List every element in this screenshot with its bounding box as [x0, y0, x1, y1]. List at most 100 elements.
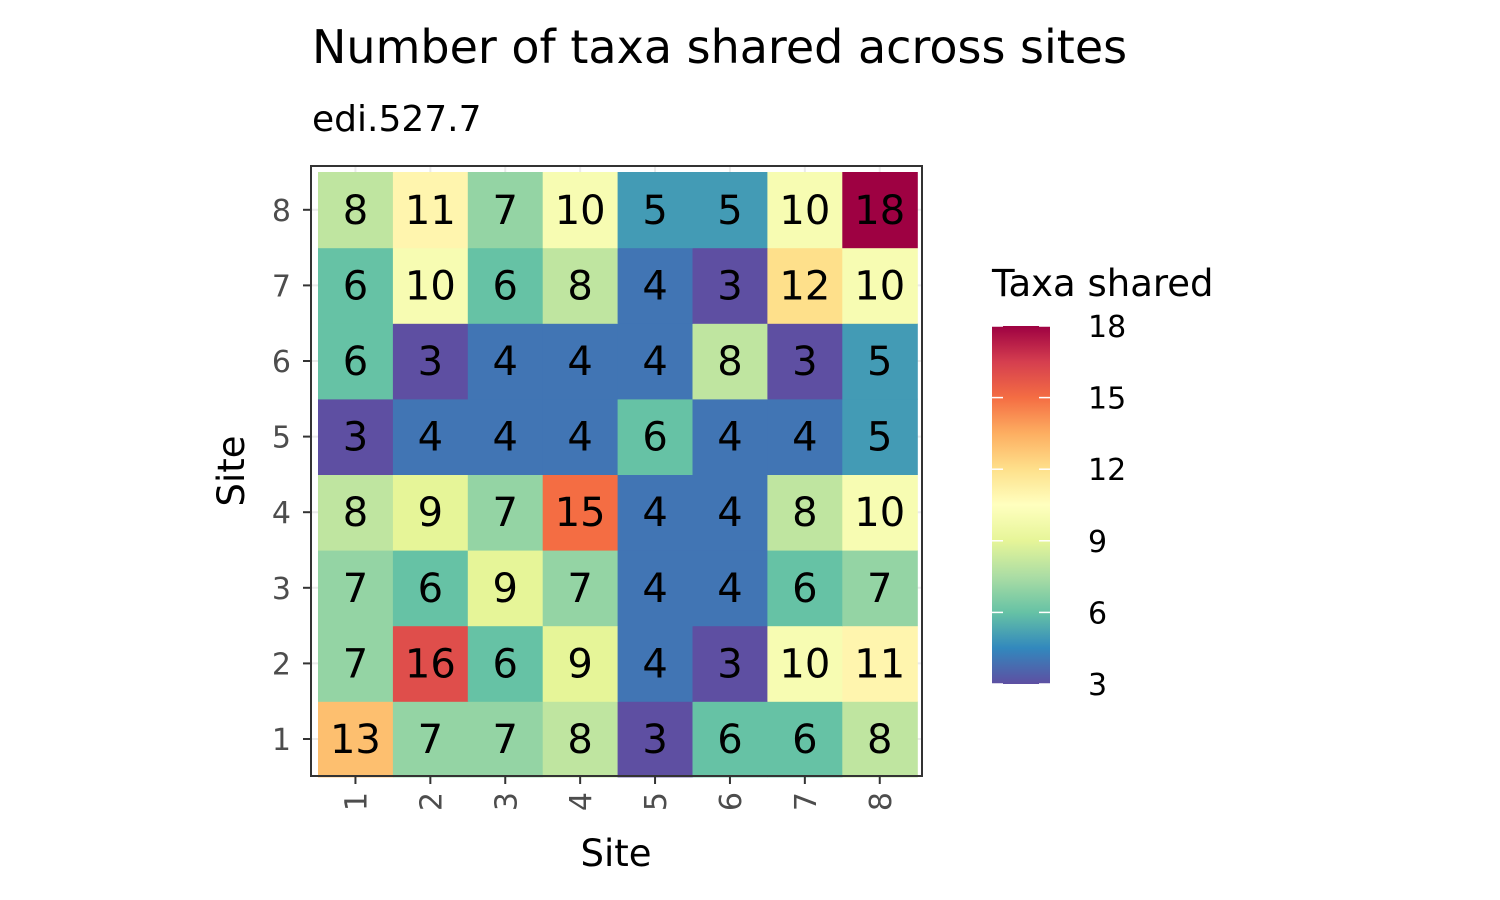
heatmap-cell	[392, 398, 469, 475]
cell-value-label: 6	[493, 641, 518, 687]
heatmap-cell	[542, 398, 619, 475]
heatmap-cell	[318, 701, 394, 778]
cell-value-label: 9	[567, 641, 592, 687]
heatmap-cell	[692, 398, 768, 475]
cell-value-label: 4	[642, 490, 667, 536]
cell-value-label: 7	[493, 188, 518, 234]
legend-tick-label: 6	[1088, 596, 1107, 631]
cell-value-label: 6	[493, 263, 518, 309]
x-tick-label: 1	[339, 792, 374, 811]
heatmap-cell	[842, 625, 918, 702]
heatmap-cell	[842, 247, 918, 324]
cell-value-label: 3	[717, 641, 742, 687]
heatmap-cell	[467, 172, 544, 249]
chart-title: Number of taxa shared across sites	[312, 20, 1127, 74]
heatmap-cell	[392, 625, 469, 702]
cell-value-label: 11	[405, 188, 456, 234]
cell-value-label: 7	[493, 490, 518, 536]
cell-value-label: 10	[555, 188, 606, 234]
heatmap-cell	[767, 550, 843, 627]
legend-tick-label: 9	[1088, 525, 1107, 560]
cell-value-label: 4	[567, 339, 592, 385]
heatmap-cell	[617, 550, 694, 627]
cell-value-label: 4	[717, 415, 742, 461]
heatmap-cell	[392, 172, 469, 249]
legend: Taxa shared 3 6 9 12 15 18	[991, 262, 1214, 703]
heatmap-cell	[767, 398, 843, 475]
heatmap-cell	[318, 474, 394, 551]
heatmap-cell	[617, 323, 694, 400]
heatmap-cell	[392, 323, 469, 400]
y-tick-label: 5	[272, 421, 291, 456]
heatmap-cell	[842, 550, 918, 627]
x-tick-label: 6	[714, 792, 749, 811]
heatmap-cell	[767, 172, 843, 249]
cell-value-label: 6	[642, 415, 667, 461]
cell-value-label: 11	[854, 641, 905, 687]
cell-value-label: 18	[854, 188, 905, 234]
heatmap-cell	[542, 625, 619, 702]
y-tick-label: 7	[272, 269, 291, 304]
x-tick-label: 8	[864, 792, 899, 811]
cell-value-label: 7	[418, 717, 443, 763]
cell-value-label: 7	[343, 566, 368, 612]
cell-value-label: 10	[405, 263, 456, 309]
cell-value-label: 4	[642, 263, 667, 309]
heatmap-cell	[617, 474, 694, 551]
legend-tick-label: 3	[1088, 668, 1107, 703]
heatmap-cell	[467, 701, 544, 778]
x-tick-label: 4	[564, 792, 599, 811]
cell-value-label: 9	[493, 566, 518, 612]
heatmap-cells: 13 7 7 8 3 6 6 8 7 16 6 9 4 3 10 11 7 6 9 7 4 4 6 7 8 9 7 15 4 4 8 10 3 4…	[318, 172, 918, 778]
legend-colorbar	[992, 326, 1050, 684]
heatmap-cell	[318, 247, 394, 324]
x-tick-label: 5	[639, 792, 674, 811]
heatmap-cell	[842, 172, 918, 249]
cell-value-label: 3	[717, 263, 742, 309]
cell-value-label: 10	[779, 188, 830, 234]
cell-value-label: 6	[717, 717, 742, 763]
cell-value-label: 3	[418, 339, 443, 385]
cell-value-label: 5	[867, 415, 892, 461]
heatmap-cell	[542, 323, 619, 400]
heatmap-cell	[318, 323, 394, 400]
heatmap-cell	[467, 474, 544, 551]
cell-value-label: 4	[642, 641, 667, 687]
heatmap-cell	[767, 701, 843, 778]
heatmap-cell	[767, 625, 843, 702]
x-axis-ticks: 1 2 3 4 5 6 7 8	[339, 776, 899, 811]
cell-value-label: 4	[567, 415, 592, 461]
cell-value-label: 6	[343, 339, 368, 385]
heatmap-cell	[617, 247, 694, 324]
heatmap-cell	[542, 172, 619, 249]
cell-value-label: 3	[792, 339, 817, 385]
heatmap-cell	[842, 701, 918, 778]
cell-value-label: 7	[867, 566, 892, 612]
heatmap-cell	[617, 701, 694, 778]
heatmap-cell	[318, 172, 394, 249]
y-tick-label: 1	[272, 723, 291, 758]
cell-value-label: 8	[867, 717, 892, 763]
cell-value-label: 4	[717, 490, 742, 536]
heatmap-cell	[767, 474, 843, 551]
cell-value-label: 8	[717, 339, 742, 385]
cell-value-label: 6	[418, 566, 443, 612]
heatmap-cell	[318, 398, 394, 475]
heatmap-cell	[692, 172, 768, 249]
heatmap-cell	[392, 247, 469, 324]
y-axis-ticks: 1 2 3 4 5 6 7 8	[272, 194, 311, 758]
cell-value-label: 7	[343, 641, 368, 687]
cell-value-label: 6	[343, 263, 368, 309]
y-tick-label: 4	[272, 496, 291, 531]
cell-value-label: 10	[779, 641, 830, 687]
cell-value-label: 4	[717, 566, 742, 612]
cell-value-label: 10	[854, 490, 905, 536]
heatmap-cell	[467, 625, 544, 702]
cell-value-label: 9	[418, 490, 443, 536]
cell-value-label: 16	[405, 641, 456, 687]
legend-tick-label: 15	[1088, 382, 1126, 417]
heatmap-cell	[467, 323, 544, 400]
heatmap-cell	[842, 323, 918, 400]
heatmap-cell	[692, 474, 768, 551]
x-tick-label: 2	[414, 792, 449, 811]
